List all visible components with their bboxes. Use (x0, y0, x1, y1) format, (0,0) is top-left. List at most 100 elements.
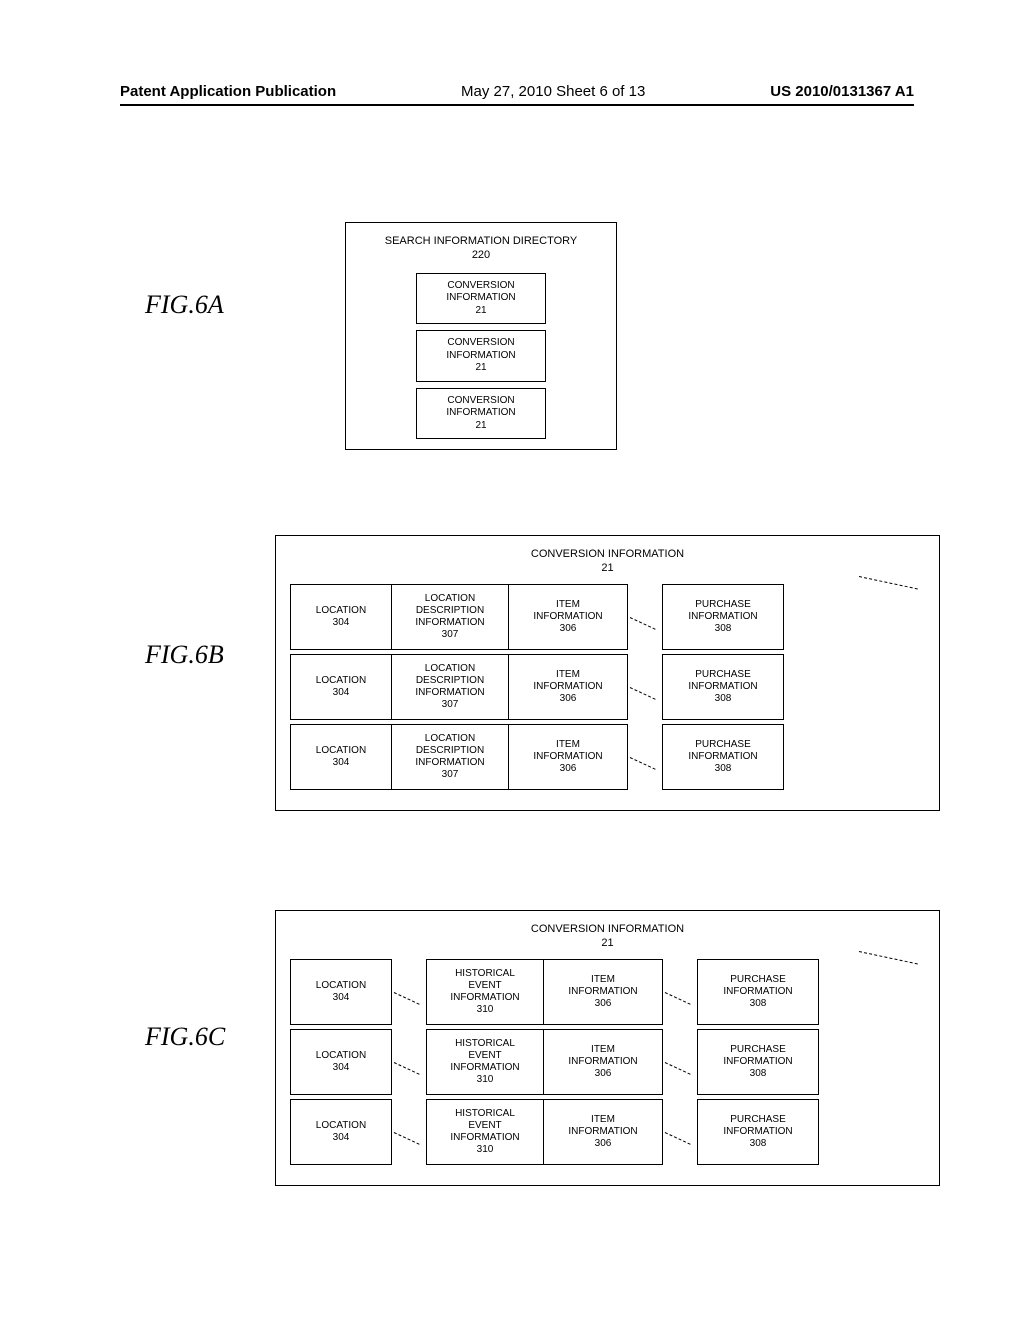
cell-text: INFORMATION (513, 611, 623, 623)
gap (392, 1099, 426, 1165)
cell-purchase-information: PURCHASE INFORMATION 308 (697, 959, 819, 1025)
cell-num: 304 (295, 1062, 387, 1074)
fig6b-container: CONVERSION INFORMATION 21 LOCATION 304 L… (275, 535, 940, 811)
cell-item-information: ITEM INFORMATION 306 (543, 959, 663, 1025)
dashed-connector (394, 1132, 420, 1145)
cell-text: HISTORICAL (431, 1108, 539, 1120)
cell-purchase-information: PURCHASE INFORMATION 308 (697, 1099, 819, 1165)
cell-text: LOCATION (295, 1120, 387, 1132)
gap (663, 1029, 697, 1095)
cell-num: 308 (667, 623, 779, 635)
cell-text: PURCHASE (667, 739, 779, 751)
cell-text: DESCRIPTION (396, 605, 504, 617)
cell-text: INFORMATION (513, 751, 623, 763)
fig6a-title-num: 220 (346, 249, 616, 263)
cell-text: INFORMATION (548, 1056, 658, 1068)
cell-text: INFORMATION (667, 681, 779, 693)
cell-text: LOCATION (295, 1050, 387, 1062)
cell-purchase-information: PURCHASE INFORMATION 308 (662, 654, 784, 720)
cell-location: LOCATION 304 (290, 654, 392, 720)
cell-location: LOCATION 304 (290, 584, 392, 650)
cell-num: 304 (295, 992, 387, 1004)
fig6a-title-text: SEARCH INFORMATION DIRECTORY (346, 235, 616, 249)
table-row: LOCATION 304 HISTORICAL EVENT INFORMATIO… (290, 1029, 925, 1095)
table-row: LOCATION 304 LOCATION DESCRIPTION INFORM… (290, 724, 925, 790)
cell-item-information: ITEM INFORMATION 306 (508, 654, 628, 720)
cell-purchase-information: PURCHASE INFORMATION 308 (662, 584, 784, 650)
cell-num: 308 (667, 763, 779, 775)
cell-num: 307 (396, 629, 504, 641)
cell-text: ITEM (548, 1044, 658, 1056)
gap (392, 959, 426, 1025)
cell-location: LOCATION 304 (290, 724, 392, 790)
fig6b-title-text: CONVERSION INFORMATION (290, 548, 925, 562)
gap (628, 584, 662, 650)
cell-text: ITEM (513, 669, 623, 681)
cell-num: 310 (431, 1074, 539, 1086)
fig6c-title-num: 21 (290, 937, 925, 951)
table-row: LOCATION 304 HISTORICAL EVENT INFORMATIO… (290, 1099, 925, 1165)
cell-text: HISTORICAL (431, 1038, 539, 1050)
inner-box-num: 21 (421, 362, 541, 375)
cell-historical-event: HISTORICAL EVENT INFORMATION 310 (426, 1099, 544, 1165)
fig6c-container: CONVERSION INFORMATION 21 LOCATION 304 H… (275, 910, 940, 1186)
inner-box-num: 21 (421, 305, 541, 318)
table-row: LOCATION 304 HISTORICAL EVENT INFORMATIO… (290, 959, 925, 1025)
cell-text: ITEM (548, 974, 658, 986)
cell-num: 304 (295, 617, 387, 629)
fig6b-title-num: 21 (290, 562, 925, 576)
cell-num: 306 (548, 998, 658, 1010)
cell-text: PURCHASE (667, 669, 779, 681)
page: Patent Application Publication May 27, 2… (0, 0, 1024, 1320)
cell-text: ITEM (548, 1114, 658, 1126)
cell-text: EVENT (431, 980, 539, 992)
cell-num: 304 (295, 1132, 387, 1144)
header-right: US 2010/0131367 A1 (770, 83, 914, 100)
cell-text: ITEM (513, 599, 623, 611)
dashed-connector (630, 617, 656, 630)
cell-text: DESCRIPTION (396, 675, 504, 687)
cell-text: ITEM (513, 739, 623, 751)
table-row: LOCATION 304 LOCATION DESCRIPTION INFORM… (290, 654, 925, 720)
cell-num: 306 (513, 693, 623, 705)
cell-num: 306 (548, 1138, 658, 1150)
cell-text: INFORMATION (702, 1056, 814, 1068)
cell-text: INFORMATION (396, 687, 504, 699)
cell-text: LOCATION (295, 980, 387, 992)
gap (663, 959, 697, 1025)
fig6c-rows: LOCATION 304 HISTORICAL EVENT INFORMATIO… (290, 959, 925, 1165)
cell-location: LOCATION 304 (290, 1099, 392, 1165)
cell-location-description: LOCATION DESCRIPTION INFORMATION 307 (391, 654, 509, 720)
cell-text: INFORMATION (431, 992, 539, 1004)
cell-item-information: ITEM INFORMATION 306 (508, 724, 628, 790)
gap (628, 654, 662, 720)
cell-num: 307 (396, 769, 504, 781)
inner-box-text1: CONVERSION INFORMATION (421, 395, 541, 420)
dashed-connector (394, 1062, 420, 1075)
cell-num: 308 (702, 1068, 814, 1080)
cell-location: LOCATION 304 (290, 959, 392, 1025)
cell-text: LOCATION (295, 605, 387, 617)
cell-location: LOCATION 304 (290, 1029, 392, 1095)
figure-label-6b: FIG.6B (145, 640, 224, 670)
dashed-connector (665, 1062, 691, 1075)
fig6a-inner-box: CONVERSION INFORMATION 21 (416, 273, 546, 325)
cell-item-information: ITEM INFORMATION 306 (508, 584, 628, 650)
cell-num: 307 (396, 699, 504, 711)
cell-num: 310 (431, 1004, 539, 1016)
cell-num: 308 (702, 998, 814, 1010)
cell-num: 304 (295, 687, 387, 699)
cell-text: INFORMATION (702, 1126, 814, 1138)
cell-num: 308 (702, 1138, 814, 1150)
dashed-connector (394, 992, 420, 1005)
fig6a-inner-box: CONVERSION INFORMATION 21 (416, 388, 546, 440)
header-center: May 27, 2010 Sheet 6 of 13 (461, 83, 645, 100)
header-left: Patent Application Publication (120, 83, 336, 100)
cell-text: LOCATION (295, 745, 387, 757)
figure-label-6c: FIG.6C (145, 1022, 225, 1052)
inner-box-text1: CONVERSION INFORMATION (421, 337, 541, 362)
page-header: Patent Application Publication May 27, 2… (120, 83, 914, 106)
cell-num: 306 (513, 623, 623, 635)
cell-historical-event: HISTORICAL EVENT INFORMATION 310 (426, 959, 544, 1025)
cell-text: INFORMATION (431, 1132, 539, 1144)
